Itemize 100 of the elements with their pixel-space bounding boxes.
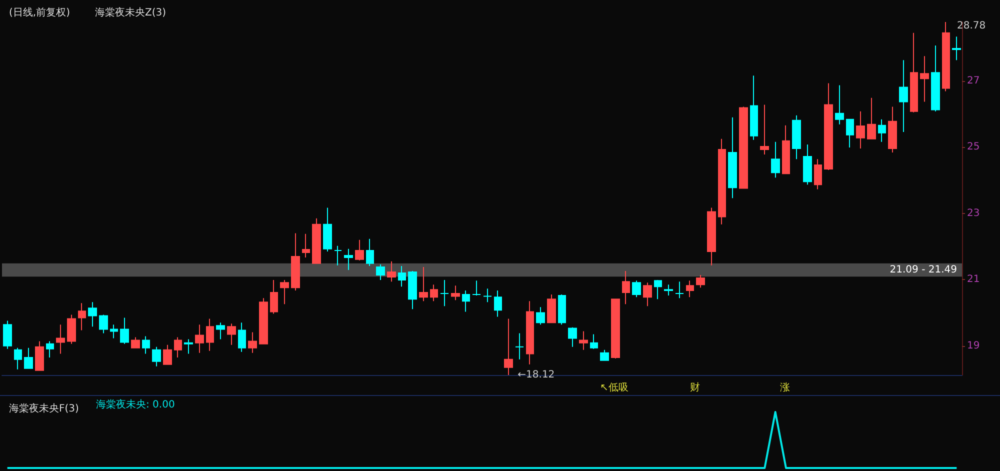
candlestick xyxy=(664,284,673,296)
candlestick xyxy=(547,294,556,324)
candlestick xyxy=(163,344,172,365)
candlestick xyxy=(760,104,769,155)
candlestick xyxy=(110,324,118,339)
candlestick xyxy=(142,336,150,354)
candlestick xyxy=(931,45,940,112)
candlestick xyxy=(846,118,854,148)
candlestick xyxy=(600,349,609,361)
candlestick xyxy=(579,330,588,350)
y-tick-label: 21 xyxy=(967,274,980,286)
candlestick xyxy=(686,280,694,298)
candlestick xyxy=(152,346,161,367)
candlestick xyxy=(515,332,524,360)
candlestick xyxy=(270,279,278,314)
chart-title: (日线,前复权) xyxy=(9,6,70,18)
candlestick xyxy=(174,336,182,358)
band-label: 21.09 - 21.49 xyxy=(890,264,957,276)
candlestick xyxy=(408,270,417,310)
candlestick xyxy=(707,207,716,266)
candlestick xyxy=(920,56,929,102)
candlestick xyxy=(462,290,470,312)
text: 海棠夜未央: 0.00 xyxy=(96,398,175,410)
candlestick xyxy=(483,288,492,303)
candlestick xyxy=(131,336,140,348)
candlestick xyxy=(654,279,662,300)
candlestick xyxy=(88,302,97,328)
candlestick xyxy=(622,270,630,305)
candlestick xyxy=(323,207,332,252)
candlestick xyxy=(888,106,897,153)
candlestick xyxy=(494,290,502,318)
text: 财 xyxy=(690,382,700,394)
candlestick xyxy=(899,60,908,132)
candlestick xyxy=(238,322,246,352)
chart-subtitle: 海棠夜未央Z(3) xyxy=(95,6,166,18)
candlestick xyxy=(67,314,76,344)
candlestick xyxy=(291,232,300,292)
candlestick xyxy=(419,266,428,302)
candlestick xyxy=(120,317,129,344)
candlestick xyxy=(387,260,396,282)
candlestick xyxy=(952,36,961,61)
annotation: ←18.12 xyxy=(518,370,555,380)
candlestick xyxy=(24,347,33,369)
candlestick xyxy=(56,324,65,354)
chart-title: 海棠夜未央F(3) xyxy=(9,402,80,414)
candlestick xyxy=(302,233,310,258)
candlestick xyxy=(675,281,684,299)
candlestick xyxy=(280,279,289,305)
candlestick xyxy=(472,280,481,296)
candlestick xyxy=(451,285,460,301)
candlestick xyxy=(248,332,257,354)
candlestick xyxy=(792,114,801,160)
candlestick xyxy=(782,124,790,174)
candlestick xyxy=(398,266,406,288)
y-tick-label: 25 xyxy=(967,142,980,153)
candlestick xyxy=(771,141,780,178)
candlestick xyxy=(184,338,193,354)
candlestick xyxy=(814,158,822,190)
candlestick xyxy=(696,274,705,288)
candlestick xyxy=(195,324,204,354)
candlestick xyxy=(835,84,844,125)
candlestick xyxy=(856,110,865,149)
candlestick xyxy=(344,248,353,271)
candlestick xyxy=(430,284,438,302)
candlestick xyxy=(910,32,918,113)
candlestick xyxy=(14,347,22,370)
candlestick xyxy=(750,75,758,140)
candlestick xyxy=(942,22,950,92)
candlestick xyxy=(216,322,225,340)
candlestick xyxy=(718,138,726,225)
candlestick xyxy=(632,280,641,298)
candlestick xyxy=(334,245,342,266)
y-tick-label: 19 xyxy=(967,340,980,352)
candlestick xyxy=(611,298,620,359)
candlestick xyxy=(878,118,886,142)
candlestick xyxy=(440,279,449,307)
candlestick xyxy=(867,97,876,140)
y-tick-label: 23 xyxy=(967,208,980,219)
candlestick xyxy=(824,82,833,171)
annotation: 28.78 xyxy=(957,20,986,32)
candlestick xyxy=(99,314,108,334)
candlestick xyxy=(78,302,86,331)
candlestick xyxy=(643,282,652,307)
candlestick xyxy=(558,294,566,326)
candlestick xyxy=(35,340,44,371)
candlestick xyxy=(206,318,214,352)
text: ↖低吸 xyxy=(600,382,628,394)
candlestick xyxy=(536,306,545,326)
candlestick xyxy=(728,116,737,199)
candlestick xyxy=(739,106,748,189)
candlestick xyxy=(355,239,364,261)
candlestick xyxy=(312,218,321,264)
candlestick xyxy=(46,340,54,358)
candlestick xyxy=(568,326,577,348)
candlestick xyxy=(504,318,513,376)
candlestick xyxy=(803,144,812,186)
candlestick xyxy=(590,334,598,350)
candlestick xyxy=(366,238,374,267)
candlestick xyxy=(259,298,268,344)
text: 涨 xyxy=(780,382,790,394)
